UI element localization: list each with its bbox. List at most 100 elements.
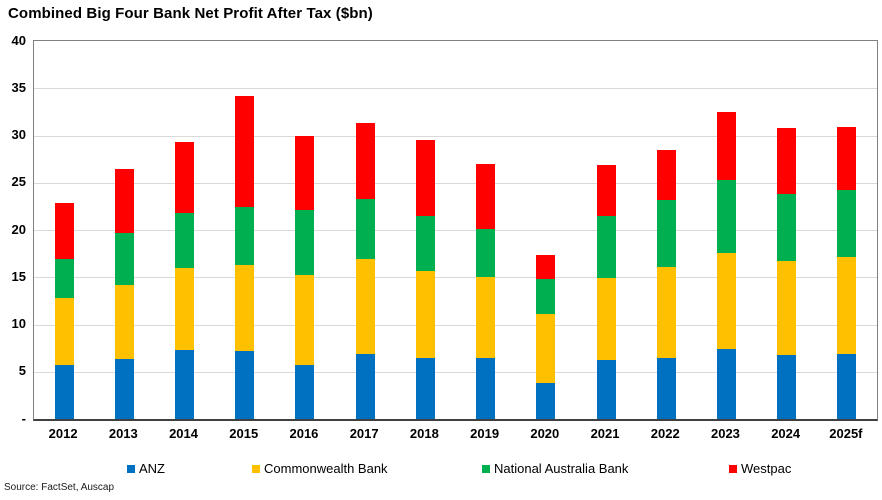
bar-segment-westpac-2019 [476, 163, 496, 230]
chart-title: Combined Big Four Bank Net Profit After … [8, 5, 373, 22]
bar-segment-national-australia-bank-2016 [295, 210, 315, 276]
bar-segment-national-australia-bank-2017 [355, 198, 375, 260]
bar-2019 [476, 163, 496, 419]
bar-segment-anz-2022 [656, 357, 676, 419]
bar-segment-westpac-2021 [596, 164, 616, 216]
x-tick-label-2015: 2015 [229, 426, 259, 441]
bar-2023 [716, 111, 736, 419]
bar-segment-national-australia-bank-2020 [536, 279, 556, 315]
bar-segment-westpac-2020 [536, 254, 556, 280]
plot-area [33, 40, 878, 421]
gridline-20 [34, 230, 877, 231]
bar-segment-national-australia-bank-2014 [175, 213, 195, 268]
x-tick-label-2025f: 2025f [829, 426, 863, 441]
x-tick-label-2016: 2016 [289, 426, 319, 441]
bar-segment-national-australia-bank-2013 [114, 232, 134, 285]
bar-segment-commonwealth-bank-2014 [175, 267, 195, 351]
gridline-15 [34, 277, 877, 279]
legend-label-national-australia-bank: National Australia Bank [494, 461, 629, 476]
bar-2020 [536, 254, 556, 419]
bar-segment-commonwealth-bank-2023 [716, 252, 736, 350]
x-tick-label-2023: 2023 [710, 426, 740, 441]
bar-segment-national-australia-bank-2024 [777, 194, 797, 262]
bar-segment-westpac-2017 [355, 123, 375, 199]
bar-segment-commonwealth-bank-2015 [235, 264, 255, 351]
bar-segment-westpac-2014 [175, 142, 195, 214]
bar-segment-national-australia-bank-2012 [54, 259, 74, 299]
bar-segment-national-australia-bank-2018 [415, 215, 435, 271]
bar-segment-national-australia-bank-2021 [596, 215, 616, 279]
legend-item-commonwealth-bank: Commonwealth Bank [252, 461, 388, 476]
y-tick-label-30: 30 [11, 127, 26, 142]
legend-item-westpac: Westpac [729, 461, 791, 476]
gridline-30 [34, 135, 877, 137]
bar-segment-commonwealth-bank-2012 [54, 298, 74, 366]
x-tick-label-2021: 2021 [590, 426, 620, 441]
x-tick-label-2019: 2019 [470, 426, 500, 441]
bar-segment-commonwealth-bank-2021 [596, 278, 616, 361]
bar-2022 [656, 149, 676, 419]
bar-segment-national-australia-bank-2015 [235, 207, 255, 265]
bar-segment-anz-2015 [235, 350, 255, 419]
bar-segment-anz-2013 [114, 358, 134, 419]
legend-item-anz: ANZ [127, 461, 165, 476]
x-tick-label-2022: 2022 [650, 426, 680, 441]
bar-segment-commonwealth-bank-2017 [355, 259, 375, 354]
bar-2013 [114, 168, 134, 419]
bar-2015 [235, 95, 255, 419]
bar-segment-anz-2025f [837, 353, 857, 419]
bar-segment-anz-2014 [175, 350, 195, 419]
bar-segment-westpac-2025f [837, 127, 857, 191]
legend-item-national-australia-bank: National Australia Bank [482, 461, 628, 476]
bar-segment-commonwealth-bank-2019 [476, 277, 496, 358]
national-australia-bank-legend-marker-icon [482, 464, 490, 473]
bar-segment-anz-2012 [54, 365, 74, 419]
x-tick-label-2012: 2012 [48, 426, 78, 441]
bar-segment-commonwealth-bank-2025f [837, 257, 857, 354]
x-tick-label-2013: 2013 [108, 426, 138, 441]
gridline-10 [34, 324, 877, 326]
westpac-legend-marker-icon [729, 464, 737, 473]
y-tick-label-35: 35 [11, 79, 26, 95]
bar-segment-westpac-2024 [777, 127, 797, 195]
gridline-25 [34, 182, 877, 184]
bar-segment-commonwealth-bank-2016 [295, 275, 315, 366]
x-tick-label-2024: 2024 [771, 426, 801, 441]
bar-segment-commonwealth-bank-2013 [114, 284, 134, 359]
bar-segment-westpac-2018 [415, 140, 435, 216]
y-tick-label-0: - [21, 410, 26, 426]
bar-segment-westpac-2023 [716, 111, 736, 180]
bar-2018 [415, 140, 435, 419]
bar-2025f [837, 127, 857, 419]
bar-2014 [175, 142, 195, 419]
bar-segment-commonwealth-bank-2018 [415, 270, 435, 358]
source-note: Source: FactSet, Auscap [4, 482, 115, 493]
bar-segment-westpac-2013 [114, 168, 134, 233]
bar-segment-commonwealth-bank-2024 [777, 261, 797, 355]
bar-segment-anz-2019 [476, 357, 496, 419]
bar-segment-anz-2020 [536, 383, 556, 419]
y-tick-label-25: 25 [11, 174, 26, 190]
bar-segment-anz-2021 [596, 360, 616, 419]
bar-segment-national-australia-bank-2019 [476, 229, 496, 278]
bar-segment-anz-2018 [415, 357, 435, 419]
bar-segment-westpac-2015 [235, 95, 255, 208]
bar-2017 [355, 123, 375, 419]
bar-2021 [596, 164, 616, 419]
y-tick-label-5: 5 [18, 363, 26, 379]
bar-segment-westpac-2012 [54, 202, 74, 260]
bar-segment-commonwealth-bank-2020 [536, 314, 556, 384]
bar-2024 [777, 127, 797, 419]
bar-segment-westpac-2016 [295, 136, 315, 211]
y-tick-label-20: 20 [11, 221, 26, 237]
gridline-35 [34, 88, 877, 90]
bar-segment-anz-2023 [716, 349, 736, 419]
y-tick-label-15: 15 [11, 268, 26, 284]
bar-2012 [54, 202, 74, 419]
commonwealth-bank-legend-marker-icon [252, 464, 260, 473]
x-tick-label-2018: 2018 [409, 426, 439, 441]
bar-segment-national-australia-bank-2025f [837, 190, 857, 258]
y-tick-label-40: 40 [11, 32, 26, 48]
bar-segment-anz-2016 [295, 365, 315, 419]
gridline-5 [34, 371, 877, 373]
